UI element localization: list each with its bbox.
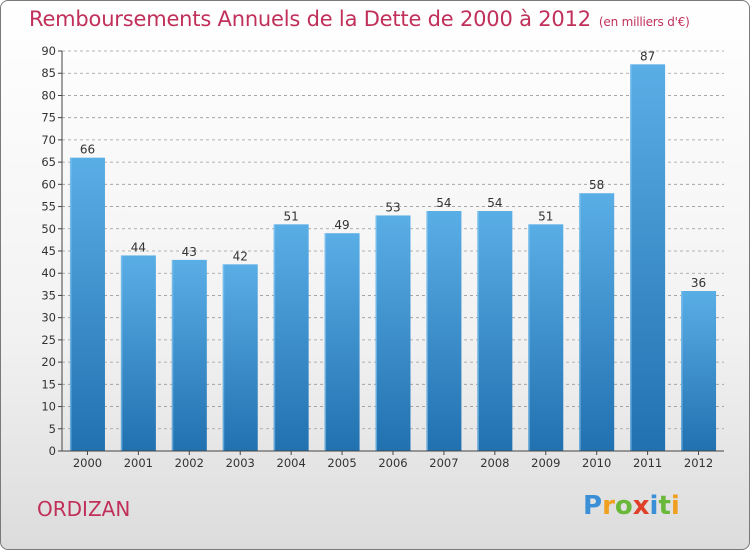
bar-highlight: [273, 224, 276, 451]
bar-highlight: [120, 255, 123, 451]
y-tick-label: 35: [41, 288, 56, 302]
bar-chart: 66 44 43 42 51 49 53 54 54 51 58 87 36 0 5 10 15 20 25 30 3…: [41, 44, 724, 470]
data-label: 51: [538, 209, 553, 223]
x-tick-label: 2011: [633, 456, 662, 470]
y-tick-label: 20: [41, 355, 56, 369]
bar-highlight: [324, 233, 327, 451]
y-tick-label: 5: [49, 422, 56, 436]
logo-letter: r: [602, 491, 615, 521]
x-tick-label: 2009: [531, 456, 560, 470]
data-label: 42: [233, 249, 248, 263]
bar-highlight: [171, 259, 174, 451]
bars: 66 44 43 42 51 49 53 54 54 51 58 87 36: [69, 49, 717, 452]
bar: [426, 211, 462, 451]
y-tick-label: 25: [41, 333, 56, 347]
proxiti-logo: Proxiti: [583, 491, 680, 521]
y-tick-label: 75: [41, 111, 56, 125]
commune-name: ORDIZAN: [37, 497, 131, 521]
x-tick-label: 2006: [378, 456, 407, 470]
x-tick-label: 2012: [684, 456, 713, 470]
chart-title: Remboursements Annuels de la Dette de 20…: [29, 7, 690, 31]
data-label: 54: [487, 196, 502, 210]
bar-highlight: [630, 64, 632, 452]
bar: [681, 291, 717, 451]
bar: [171, 259, 207, 451]
bar: [69, 157, 105, 451]
bar-highlight: [579, 193, 581, 451]
bar: [528, 224, 564, 451]
y-tick-label: 55: [41, 200, 56, 214]
logo-letter: t: [658, 491, 671, 521]
x-tick-label: 2007: [429, 456, 458, 470]
bar-highlight: [681, 291, 683, 451]
y-tick-label: 50: [41, 222, 56, 236]
y-tick-label: 15: [41, 377, 56, 391]
data-label: 51: [284, 209, 299, 223]
data-label: 44: [131, 240, 146, 254]
bar: [630, 64, 666, 452]
bar: [222, 264, 258, 451]
data-label: 54: [436, 196, 451, 210]
x-tick-label: 2002: [175, 456, 204, 470]
logo-letter: i: [670, 491, 680, 521]
axes: 0 5 10 15 20 25 30 35 40 45 50 55 60 65 70 75 80 85 90 2000…: [41, 44, 724, 470]
y-tick-label: 80: [41, 88, 56, 102]
logo-letter: x: [632, 491, 650, 521]
bar-highlight: [69, 157, 72, 451]
y-tick-label: 10: [41, 400, 56, 414]
bar: [579, 193, 615, 451]
logo-letter: o: [614, 491, 633, 521]
data-label: 53: [385, 200, 400, 214]
bar: [324, 233, 360, 451]
bar-highlight: [477, 211, 479, 451]
x-tick-label: 2000: [73, 456, 102, 470]
bar-highlight: [222, 264, 225, 451]
x-tick-label: 2003: [226, 456, 255, 470]
y-tick-label: 65: [41, 155, 56, 169]
bar: [120, 255, 156, 451]
bar-highlight: [375, 215, 377, 451]
bar: [375, 215, 411, 451]
y-tick-label: 40: [41, 266, 56, 280]
logo-letter: P: [583, 491, 603, 521]
y-tick-label: 30: [41, 311, 56, 325]
x-tick-label: 2010: [582, 456, 611, 470]
y-tick-label: 0: [49, 444, 56, 458]
x-tick-label: 2008: [480, 456, 509, 470]
x-tick-label: 2004: [277, 456, 306, 470]
chart-unit-label: (en milliers d'€): [598, 15, 690, 29]
data-label: 43: [182, 245, 197, 259]
data-label: 66: [80, 143, 95, 157]
bar: [273, 224, 309, 451]
y-tick-label: 45: [41, 244, 56, 258]
bar-highlight: [528, 224, 530, 451]
x-tick-label: 2001: [124, 456, 153, 470]
y-tick-label: 60: [41, 177, 56, 191]
data-label: 87: [640, 49, 655, 63]
data-label: 58: [589, 178, 604, 192]
bar: [477, 211, 513, 451]
y-tick-label: 90: [41, 44, 56, 58]
y-tick-label: 85: [41, 66, 56, 80]
logo-letter: i: [649, 491, 659, 521]
x-tick-label: 2005: [327, 456, 356, 470]
y-tick-label: 70: [41, 133, 56, 147]
data-label: 36: [691, 276, 706, 290]
bar-highlight: [426, 211, 428, 451]
data-label: 49: [334, 218, 349, 232]
chart-title-text: Remboursements Annuels de la Dette de 20…: [29, 7, 591, 31]
